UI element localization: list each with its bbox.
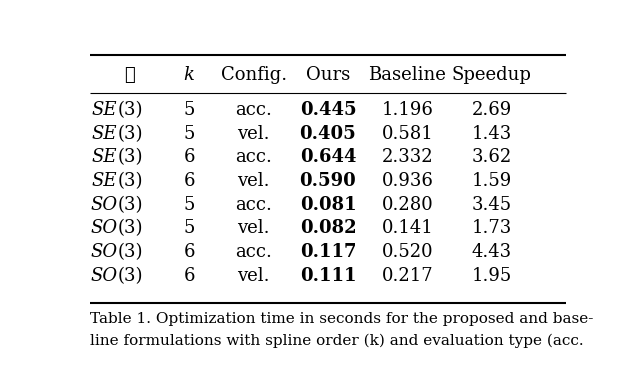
Text: 0.081: 0.081 [300, 196, 356, 214]
Text: SE: SE [92, 172, 117, 190]
Text: (3): (3) [117, 196, 143, 214]
Text: Ours: Ours [306, 66, 350, 84]
Text: 1.59: 1.59 [472, 172, 512, 190]
Text: vel.: vel. [237, 172, 270, 190]
Text: k: k [184, 66, 195, 84]
Text: SO: SO [90, 196, 117, 214]
Text: acc.: acc. [235, 148, 272, 166]
Text: ℒ: ℒ [124, 66, 135, 84]
Text: 5: 5 [184, 219, 195, 237]
Text: 0.111: 0.111 [300, 267, 356, 285]
Text: 1.95: 1.95 [472, 267, 512, 285]
Text: 6: 6 [184, 172, 195, 190]
Text: Config.: Config. [221, 66, 287, 84]
Text: 3.45: 3.45 [472, 196, 512, 214]
Text: 0.520: 0.520 [381, 243, 433, 261]
Text: (3): (3) [117, 243, 143, 261]
Text: vel.: vel. [237, 124, 270, 142]
Text: vel.: vel. [237, 219, 270, 237]
Text: SE: SE [92, 124, 117, 142]
Text: (3): (3) [117, 101, 143, 119]
Text: SO: SO [90, 243, 117, 261]
Text: 1.196: 1.196 [381, 101, 433, 119]
Text: 0.217: 0.217 [381, 267, 433, 285]
Text: (3): (3) [117, 148, 143, 166]
Text: 0.936: 0.936 [381, 172, 433, 190]
Text: SO: SO [90, 219, 117, 237]
Text: 5: 5 [184, 196, 195, 214]
Text: Baseline: Baseline [369, 66, 446, 84]
Text: 6: 6 [184, 243, 195, 261]
Text: 2.332: 2.332 [381, 148, 433, 166]
Text: line formulations with spline order (k) and evaluation type (acc.: line formulations with spline order (k) … [90, 334, 584, 348]
Text: 5: 5 [184, 124, 195, 142]
Text: (3): (3) [117, 124, 143, 142]
Text: SE: SE [92, 148, 117, 166]
Text: SO: SO [90, 267, 117, 285]
Text: 0.581: 0.581 [381, 124, 433, 142]
Text: 6: 6 [184, 267, 195, 285]
Text: 1.43: 1.43 [472, 124, 512, 142]
Text: 2.69: 2.69 [472, 101, 512, 119]
Text: acc.: acc. [235, 196, 272, 214]
Text: (3): (3) [117, 219, 143, 237]
Text: 0.141: 0.141 [381, 219, 433, 237]
Text: 3.62: 3.62 [472, 148, 512, 166]
Text: SE: SE [92, 101, 117, 119]
Text: Speedup: Speedup [452, 66, 532, 84]
Text: 1.73: 1.73 [472, 219, 512, 237]
Text: 6: 6 [184, 148, 195, 166]
Text: 0.445: 0.445 [300, 101, 356, 119]
Text: (3): (3) [117, 267, 143, 285]
Text: 4.43: 4.43 [472, 243, 512, 261]
Text: 0.644: 0.644 [300, 148, 356, 166]
Text: (3): (3) [117, 172, 143, 190]
Text: acc.: acc. [235, 243, 272, 261]
Text: vel.: vel. [237, 267, 270, 285]
Text: 0.280: 0.280 [381, 196, 433, 214]
Text: 5: 5 [184, 101, 195, 119]
Text: 0.082: 0.082 [300, 219, 356, 237]
Text: 0.405: 0.405 [300, 124, 356, 142]
Text: acc.: acc. [235, 101, 272, 119]
Text: 0.117: 0.117 [300, 243, 356, 261]
Text: Table 1. Optimization time in seconds for the proposed and base-: Table 1. Optimization time in seconds fo… [90, 312, 593, 326]
Text: 0.590: 0.590 [300, 172, 356, 190]
